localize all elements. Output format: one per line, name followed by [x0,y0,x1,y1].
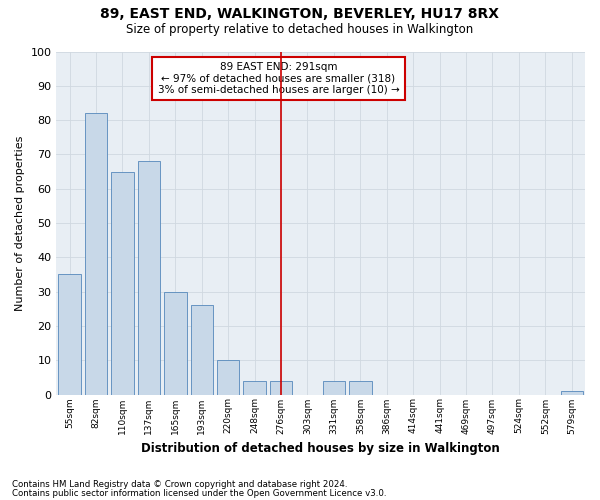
Bar [270,381,292,394]
Bar [217,360,239,394]
Bar [111,172,134,394]
Bar [244,381,266,394]
Bar [349,381,371,394]
Bar [560,391,583,394]
Text: Contains HM Land Registry data © Crown copyright and database right 2024.: Contains HM Land Registry data © Crown c… [12,480,347,489]
Text: 89, EAST END, WALKINGTON, BEVERLEY, HU17 8RX: 89, EAST END, WALKINGTON, BEVERLEY, HU17… [101,8,499,22]
Text: Contains public sector information licensed under the Open Government Licence v3: Contains public sector information licen… [12,488,386,498]
Text: 89 EAST END: 291sqm
← 97% of detached houses are smaller (318)
3% of semi-detach: 89 EAST END: 291sqm ← 97% of detached ho… [158,62,399,95]
Bar [137,162,160,394]
Bar [58,274,81,394]
Y-axis label: Number of detached properties: Number of detached properties [15,136,25,310]
Text: Size of property relative to detached houses in Walkington: Size of property relative to detached ho… [127,22,473,36]
Bar [191,306,213,394]
Bar [323,381,345,394]
Bar [85,113,107,394]
X-axis label: Distribution of detached houses by size in Walkington: Distribution of detached houses by size … [142,442,500,455]
Bar [164,292,187,395]
